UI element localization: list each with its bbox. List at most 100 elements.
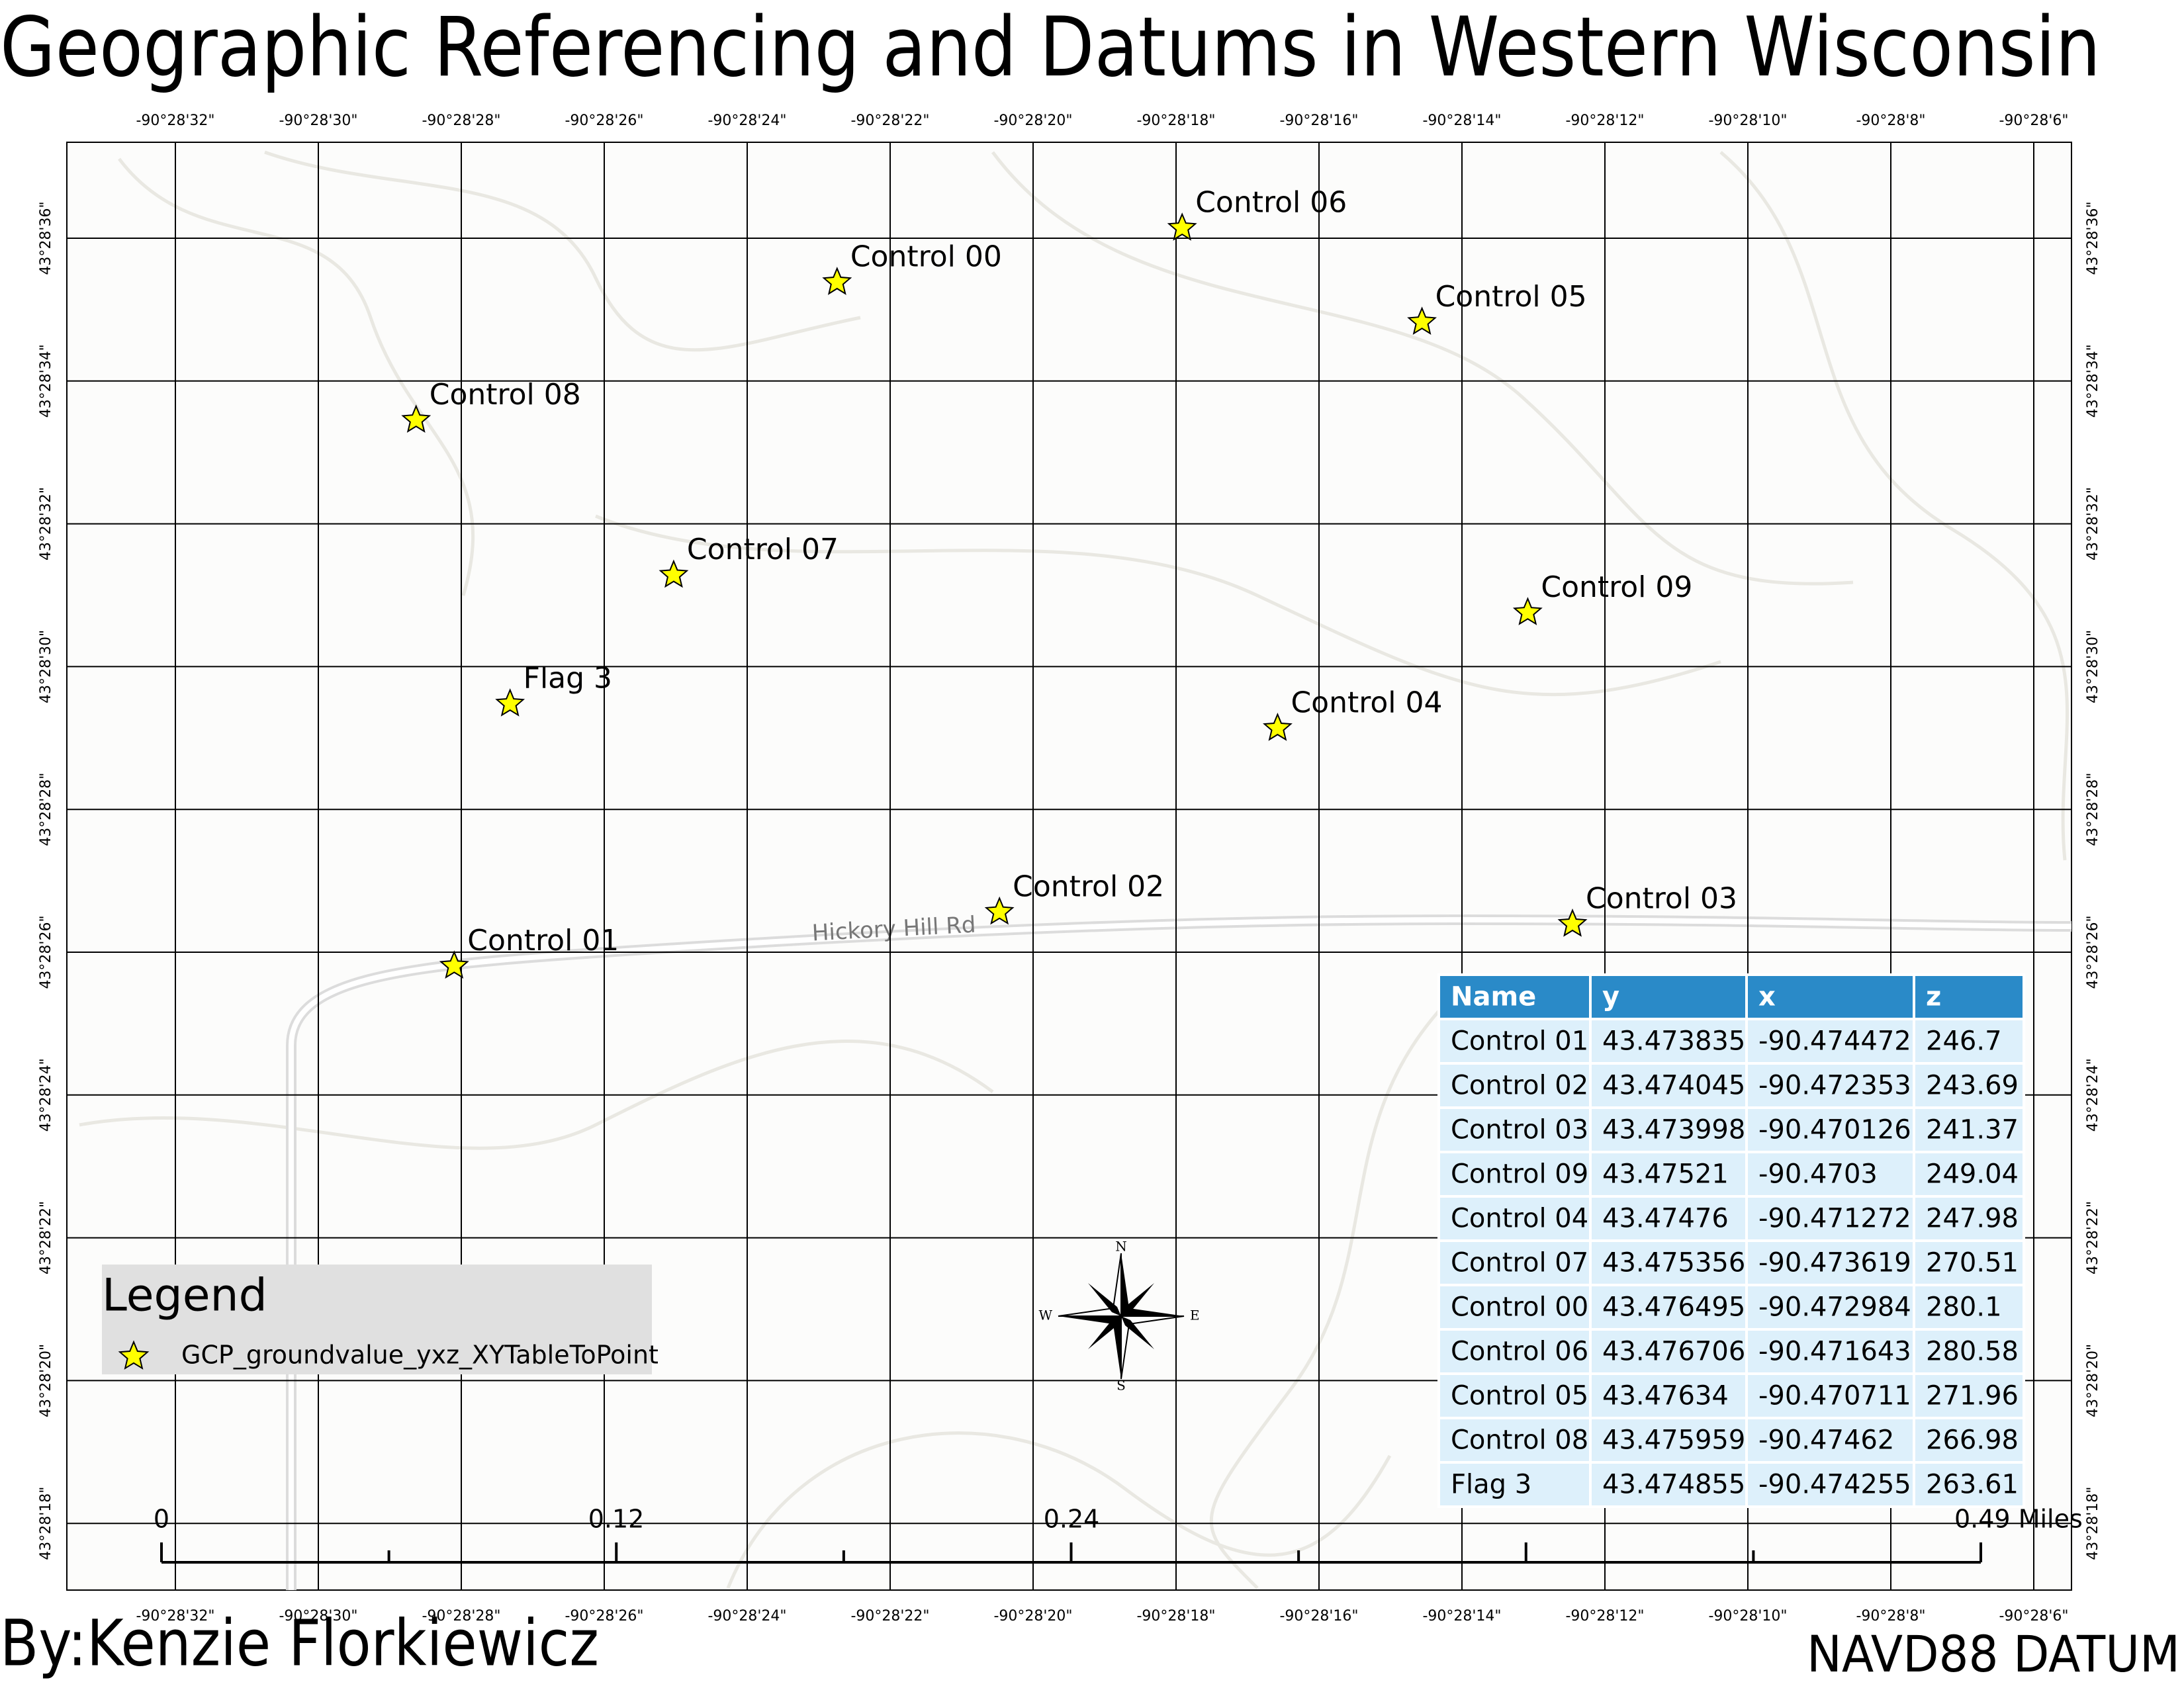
longitude-label: -90°28'24" [707, 112, 786, 129]
cell-text: 43.474045 [1602, 1071, 1745, 1101]
contour [1209, 991, 1457, 1589]
table-cell [1913, 1417, 2025, 1464]
cell-text: -90.472353 [1758, 1071, 1911, 1101]
control-point [659, 559, 689, 588]
cell-text: 43.474855 [1602, 1470, 1745, 1500]
point-label: Control 02 [1013, 869, 1164, 903]
control-points: Control 01 Control 02 Control 03 Control 09… [401, 186, 1737, 979]
control-point [1512, 597, 1543, 625]
cell-text: 246.7 [1926, 1026, 2002, 1057]
arrow-part [1088, 1283, 1121, 1316]
longitude-label: -90°28'18" [1136, 1608, 1215, 1624]
table-cell [1745, 1417, 1915, 1464]
point-label: Control 01 [467, 924, 619, 957]
point-label: Control 00 [850, 240, 1002, 274]
north-arrow: N S E W [1038, 1239, 1199, 1394]
latitude-label: 43°28'28" [38, 773, 54, 846]
longitude-label: -90°28'12" [1565, 1608, 1644, 1624]
longitude-label: -90°28'26" [565, 112, 643, 129]
cell-text: 43.473998 [1602, 1115, 1745, 1145]
contour [79, 1040, 994, 1150]
control-point [1557, 908, 1588, 937]
cell-text: Control 07 [1451, 1248, 1588, 1278]
header-text: y [1602, 982, 1619, 1012]
contour [595, 514, 1721, 697]
attribute-table: Name y x z Control 01 43.473835 -90.474472 246.… [1437, 973, 2025, 1508]
road-center [289, 916, 2072, 1590]
cell-text: -90.474255 [1758, 1470, 1911, 1500]
cell-text: -90.4703 [1758, 1159, 1878, 1190]
latitude-label: 43°28'26" [38, 915, 54, 989]
table-cell [1913, 1372, 2025, 1419]
west-label: W [1038, 1308, 1052, 1323]
longitude-label: -90°28'24" [707, 1608, 786, 1624]
control-point [822, 267, 852, 295]
longitude-label: -90°28'30" [279, 1608, 357, 1624]
arrow-part [1121, 1283, 1154, 1316]
scale-label: 0.24 [1044, 1505, 1100, 1534]
table-cell [1913, 1062, 2025, 1109]
longitude-label: -90°28'20" [993, 112, 1072, 129]
cell-text: 43.47634 [1602, 1381, 1729, 1411]
cell-text: 280.58 [1926, 1337, 2019, 1367]
point-label: Flag 3 [523, 662, 612, 695]
cell-text: Control 04 [1451, 1204, 1588, 1234]
latitude-label: 43°28'36" [38, 201, 54, 275]
table-cell [1589, 1284, 1748, 1331]
arrow-part [1121, 1253, 1129, 1316]
arrow-part [1113, 1316, 1121, 1379]
latitude-label: 43°28'32" [2085, 487, 2101, 560]
control-point [1407, 306, 1437, 335]
latitude-label: 43°28'34" [38, 344, 54, 418]
cell-text: 241.37 [1926, 1115, 2019, 1145]
control-point [1263, 712, 1293, 741]
cell-text: Control 09 [1451, 1159, 1588, 1190]
table-cell [1437, 1417, 1592, 1464]
point-label: Control 08 [430, 378, 581, 412]
latitude-label: 43°28'26" [2085, 915, 2101, 989]
longitude-label: -90°28'18" [1136, 112, 1215, 129]
legend: Legend GCP_groundvalue_yxz_XYTableToPoin… [102, 1265, 659, 1374]
cell-text: -90.471643 [1758, 1337, 1911, 1367]
table-cell [1913, 1461, 2025, 1508]
longitude-label: -90°28'10" [1708, 112, 1787, 129]
south-label: S [1116, 1378, 1126, 1394]
longitude-label: -90°28'32" [136, 1608, 214, 1624]
longitude-label: -90°28'14" [1422, 112, 1501, 129]
legend-box [102, 1265, 652, 1374]
longitude-label: -90°28'14" [1422, 1608, 1501, 1624]
contour [726, 1431, 1392, 1589]
table-cell [1913, 1284, 2025, 1331]
table-cell [1913, 1195, 2025, 1242]
cell-text: Control 08 [1451, 1425, 1588, 1456]
cell-text: -90.473619 [1758, 1248, 1911, 1278]
longitude-label: -90°28'8" [1856, 112, 1925, 129]
control-point [401, 404, 432, 433]
latitude-label: 43°28'18" [2085, 1487, 2101, 1560]
cell-text: Control 02 [1451, 1071, 1588, 1101]
table-cell [1437, 1195, 1592, 1242]
table-cell [1913, 1106, 2025, 1153]
cell-text: 243.69 [1926, 1071, 2019, 1101]
title: Geographic Referencing and Datums in Wes… [0, 0, 2101, 95]
cell-text: 280.1 [1926, 1292, 2002, 1323]
legend-item: GCP_groundvalue_yxz_XYTableToPoint [181, 1341, 659, 1370]
point-label: Control 04 [1291, 686, 1442, 720]
cell-text: 43.47521 [1602, 1159, 1729, 1190]
control-point [984, 896, 1015, 925]
north-label: N [1115, 1239, 1127, 1255]
cell-text: 43.476495 [1602, 1292, 1745, 1323]
latitude-label: 43°28'24" [2085, 1058, 2101, 1132]
table-cell [1437, 1018, 1592, 1065]
latitude-label: 43°28'36" [2085, 201, 2101, 275]
table-cell [1745, 1018, 1915, 1065]
longitude-label: -90°28'28" [422, 112, 500, 129]
cell-text: -90.470711 [1758, 1381, 1911, 1411]
legend-title: Legend [102, 1270, 267, 1322]
contour [264, 150, 861, 352]
longitude-label: -90°28'16" [1279, 1608, 1358, 1624]
cell-text: Flag 3 [1451, 1470, 1531, 1500]
table-cell [1437, 1062, 1592, 1109]
longitude-label: -90°28'6" [1999, 112, 2068, 129]
